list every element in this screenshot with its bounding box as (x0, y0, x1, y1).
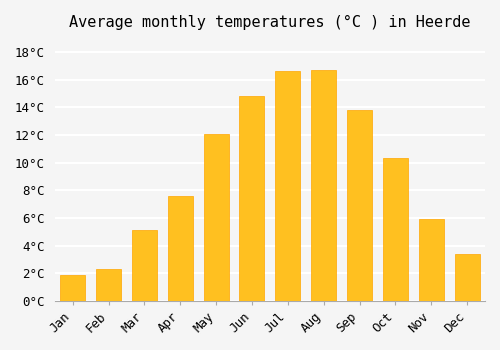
Bar (132, 230, 157, 301)
Bar (347, 110, 372, 301)
Bar (240, 96, 264, 301)
Bar (204, 134, 229, 301)
Title: Average monthly temperatures (°C ) in Heerde: Average monthly temperatures (°C ) in He… (69, 15, 470, 30)
Bar (60, 275, 85, 301)
Bar (96, 269, 121, 301)
Bar (383, 159, 408, 301)
Bar (275, 71, 300, 301)
Bar (168, 196, 193, 301)
Bar (454, 254, 479, 301)
Bar (418, 219, 444, 301)
Bar (311, 70, 336, 301)
